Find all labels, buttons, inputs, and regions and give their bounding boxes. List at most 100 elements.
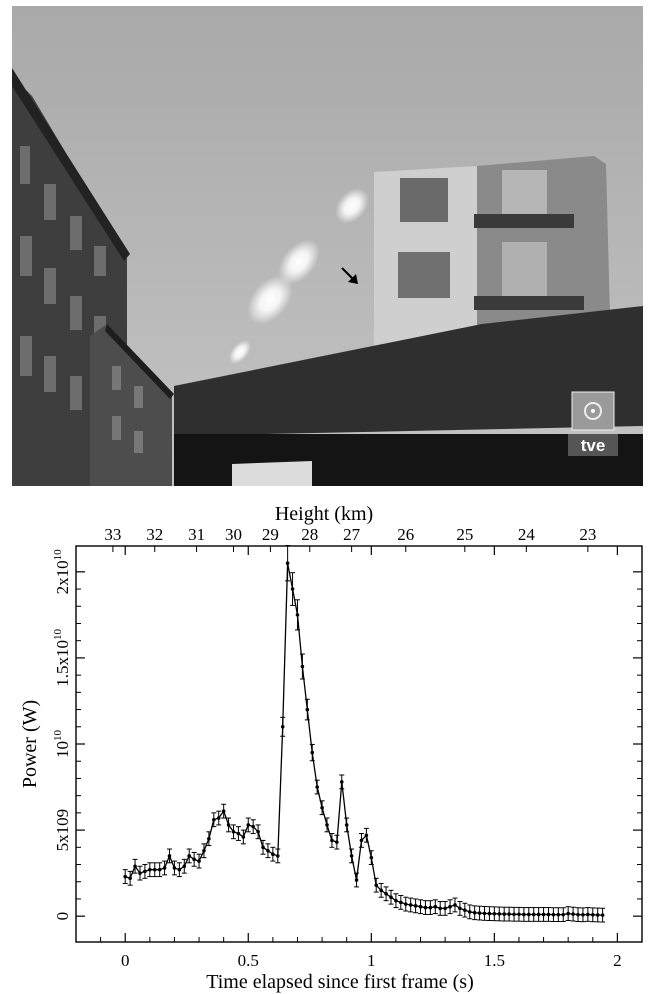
data-point (315, 785, 319, 789)
data-point (335, 840, 339, 844)
data-point (403, 902, 408, 906)
height-tick-label: 24 (518, 525, 536, 544)
data-point (300, 664, 305, 669)
data-point (517, 912, 521, 917)
height-tick-label: 33 (104, 525, 121, 544)
y-tick-base: 10 (53, 741, 72, 758)
data-point (246, 823, 251, 827)
data-point (433, 904, 438, 909)
data-point (423, 905, 428, 910)
x-tick-label: 2 (613, 951, 622, 970)
data-point (512, 912, 516, 917)
data-point (162, 866, 167, 870)
data-point (408, 903, 413, 907)
data-point (192, 857, 196, 862)
y-tick-exponent: 10 (52, 549, 64, 561)
data-point (586, 912, 590, 917)
height-tick-label: 32 (146, 525, 163, 544)
plot-frame (75, 545, 643, 943)
data-point (182, 864, 187, 869)
data-point (231, 830, 236, 834)
data-point (507, 912, 511, 916)
y-tick-label: 0 (53, 912, 72, 921)
data-point (595, 913, 600, 917)
data-point (428, 905, 433, 910)
data-point (305, 707, 310, 712)
data-point (556, 912, 561, 917)
height-tick-label: 30 (225, 525, 242, 544)
data-point (133, 864, 137, 869)
y-tick-exponent: 10 (52, 730, 64, 742)
y-tick-base: 1.5x10 (53, 640, 72, 687)
data-point (492, 911, 497, 916)
data-point (453, 903, 457, 907)
data-point (472, 910, 477, 915)
arrow-icon (341, 267, 358, 284)
data-point (413, 904, 418, 908)
data-point (561, 912, 566, 917)
data-point (187, 854, 191, 858)
tve-logo-text: tve (581, 436, 606, 455)
data-point (349, 854, 354, 858)
data-point (379, 888, 383, 893)
data-point (590, 912, 595, 917)
awning (174, 306, 643, 486)
data-point (418, 904, 423, 909)
data-point (438, 906, 443, 911)
data-point (241, 835, 246, 839)
data-point (522, 912, 526, 917)
data-point (546, 912, 551, 917)
right-building (374, 156, 610, 346)
data-point (138, 871, 142, 875)
data-point (226, 823, 231, 827)
data-point (320, 805, 324, 810)
data-point (261, 845, 265, 850)
y-tick-exponent: 10 (52, 629, 64, 641)
data-point (364, 833, 369, 838)
data-point (339, 780, 344, 784)
data-point (458, 906, 462, 911)
data-point (571, 912, 575, 916)
data-point (600, 913, 605, 917)
data-point (157, 867, 162, 872)
tve-logo: tve (568, 391, 618, 456)
data-point (310, 750, 315, 755)
data-point (369, 855, 374, 860)
height-axis-title: Height (km) (275, 503, 373, 525)
power-light-curve-chart: Height (km) Time elapsed since first fra… (19, 503, 643, 993)
x-tick-label: 0.5 (238, 951, 259, 970)
y-axis-title: Power (W) (19, 700, 41, 788)
y-tick-base: 5x109 (53, 809, 72, 852)
x-tick-label: 1.5 (484, 951, 505, 970)
data-point (123, 874, 128, 879)
data-point (285, 561, 290, 566)
y-tick-label: 2x1010 (52, 549, 72, 595)
data-point (581, 912, 585, 917)
data-point (463, 908, 467, 912)
data-point (128, 876, 132, 881)
data-point (354, 878, 359, 882)
data-point (477, 911, 482, 915)
series-line-0 (124, 563, 603, 916)
data-point (251, 824, 255, 829)
data-point (344, 823, 349, 827)
y-tick-label: 1.5x1010 (52, 629, 72, 687)
data-point (325, 823, 329, 827)
data-point (389, 895, 393, 900)
data-point (531, 912, 536, 917)
height-tick-label: 23 (579, 525, 596, 544)
data-point (551, 912, 556, 917)
data-point (216, 816, 221, 820)
data-point (394, 898, 398, 903)
data-point (374, 883, 379, 887)
data-point (467, 910, 472, 914)
x-axis-title: Time elapsed since first frame (s) (206, 971, 474, 993)
data-point (576, 912, 580, 917)
data-point (148, 867, 152, 872)
height-tick-label: 29 (262, 525, 279, 544)
height-tick-label: 26 (397, 525, 414, 544)
data-point (566, 911, 570, 916)
x-tick-label: 0 (121, 951, 130, 970)
data-point (221, 809, 226, 813)
data-point (177, 867, 182, 872)
